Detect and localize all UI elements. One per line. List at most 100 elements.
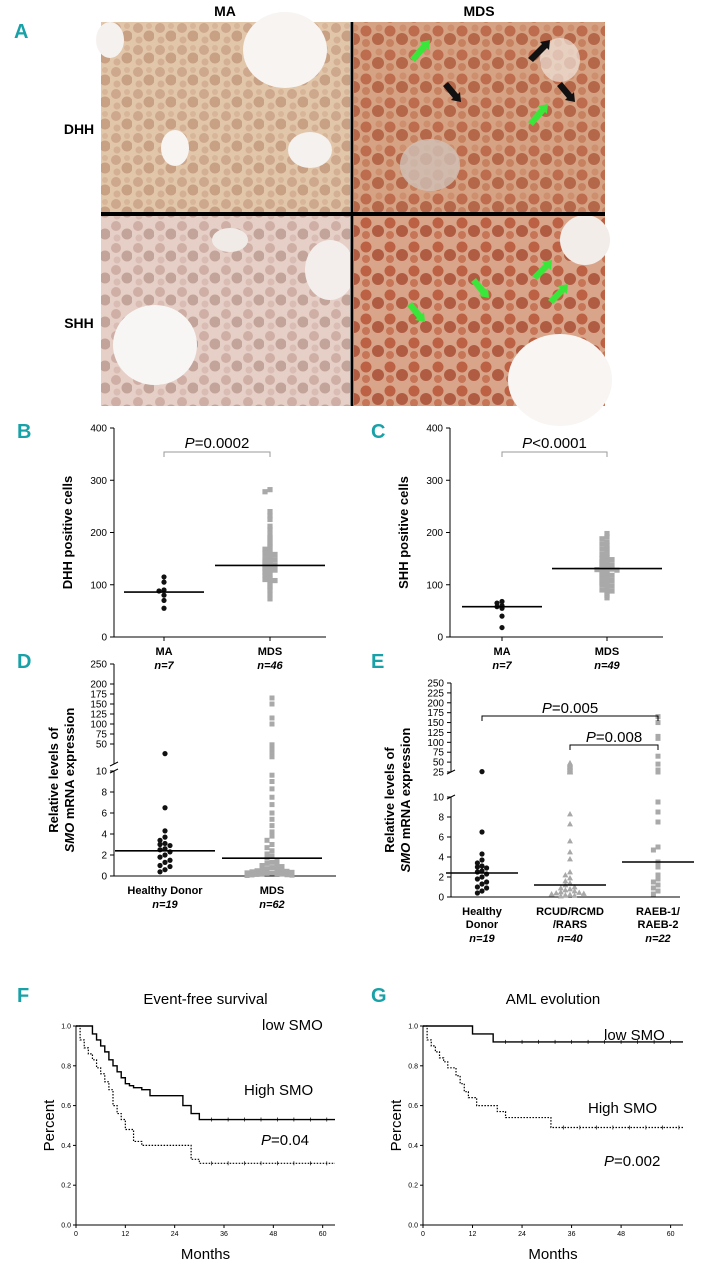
y-tick-label: 150 <box>90 700 107 711</box>
data-point <box>269 810 275 816</box>
p-value-label: P=0.0002 <box>185 435 250 452</box>
data-point <box>599 576 605 583</box>
data-point <box>604 586 610 592</box>
data-point <box>269 695 275 701</box>
data-point <box>284 868 290 874</box>
data-point <box>267 544 273 550</box>
y-axis-label-line1: Relative levels of <box>382 747 397 853</box>
data-point <box>267 509 273 515</box>
p-value-label: P=0.002 <box>604 1153 660 1170</box>
data-point <box>267 591 273 597</box>
y-tick-label: 300 <box>426 476 443 487</box>
data-point <box>650 847 656 853</box>
y-tick-label: 6 <box>438 833 444 844</box>
panel-letter-g: G <box>371 985 387 1007</box>
x-tick-label: 12 <box>469 1231 477 1238</box>
data-point <box>484 885 490 891</box>
data-point <box>599 536 605 542</box>
data-point <box>157 837 163 843</box>
x-tick-label: 0 <box>421 1231 425 1238</box>
data-point <box>279 871 285 877</box>
y-tick-label: 0 <box>438 893 444 904</box>
data-point <box>157 869 163 875</box>
y-tick-label: 100 <box>427 738 444 749</box>
data-point <box>655 735 661 741</box>
sample-size-label: n=7 <box>154 660 174 672</box>
data-point <box>269 779 275 784</box>
data-point <box>269 842 275 847</box>
data-point <box>162 805 168 811</box>
data-point <box>609 562 615 568</box>
data-point <box>162 828 168 834</box>
data-point <box>479 888 485 894</box>
data-point <box>267 487 273 493</box>
y-tick-label: 50 <box>433 758 445 769</box>
data-point <box>244 872 250 878</box>
x-category-label: MA <box>155 646 172 658</box>
y-tick-label: 125 <box>427 728 444 739</box>
data-point <box>264 870 270 876</box>
data-point <box>162 840 168 847</box>
p-value-label: P<0.0001 <box>522 435 587 452</box>
x-category-label: MDS <box>595 646 619 658</box>
data-point <box>162 859 168 865</box>
data-point <box>650 891 656 897</box>
p-value-label: P=0.005 <box>542 700 598 717</box>
chart-g: G AML evolution 0.0 0.2 0.4 0.6 0.8 1.0 0 12 24 36 4… <box>371 985 683 1263</box>
data-point <box>259 863 265 868</box>
p-value-label-prefix: P <box>586 729 596 746</box>
data-point <box>269 816 275 822</box>
x-tick-label: 48 <box>269 1231 277 1238</box>
data-point <box>269 794 275 800</box>
data-point <box>157 854 163 860</box>
data-point <box>562 887 569 893</box>
y-tick-label: 300 <box>90 476 107 487</box>
data-point <box>604 550 610 556</box>
y-tick-label: 8 <box>101 788 107 799</box>
y-tick-label: 225 <box>427 688 444 699</box>
data-point <box>267 549 273 555</box>
data-point <box>604 592 610 598</box>
data-point <box>269 833 275 839</box>
data-point <box>269 829 275 835</box>
data-point <box>262 550 268 556</box>
p-value-label: P=0.04 <box>261 1132 309 1149</box>
data-point <box>161 605 167 611</box>
data-point <box>161 579 167 585</box>
y-tick-label: 100 <box>90 720 107 731</box>
data-point <box>567 869 573 875</box>
data-point <box>655 872 661 878</box>
row-header-dhh: DHH <box>64 121 94 137</box>
data-point <box>562 878 569 884</box>
data-point <box>267 535 273 541</box>
data-point <box>262 576 268 583</box>
y-tick-label: 75 <box>433 748 445 759</box>
y-tick-label: 250 <box>90 660 107 671</box>
chart-title: AML evolution <box>506 991 601 1008</box>
x-tick-label: 36 <box>220 1231 228 1238</box>
y-axis-label-rest: mRNA expression <box>62 708 77 823</box>
data-point <box>262 572 268 578</box>
x-category-label-line: RAEB-1/ <box>636 906 680 918</box>
column-header-mds: MDS <box>463 3 494 19</box>
arrow-icon-black <box>443 40 575 102</box>
data-point <box>269 754 275 760</box>
data-point <box>254 871 260 877</box>
x-category-label: Healthy Donor <box>127 885 203 897</box>
data-point <box>548 891 555 897</box>
data-point <box>167 863 173 870</box>
data-point <box>267 582 273 588</box>
data-point <box>604 554 610 561</box>
data-point <box>259 871 265 877</box>
y-tick-label: 0 <box>437 633 443 644</box>
data-point <box>599 561 605 567</box>
data-point <box>479 874 485 880</box>
y-axis-label-gene: SMO <box>62 823 77 853</box>
x-tick-label: 36 <box>568 1231 576 1238</box>
y-axis-label: SHH positive cells <box>396 476 411 589</box>
significance-bracket <box>163 451 271 457</box>
survival-curve <box>76 1025 335 1164</box>
data-point <box>599 556 605 562</box>
data-point <box>609 588 615 594</box>
